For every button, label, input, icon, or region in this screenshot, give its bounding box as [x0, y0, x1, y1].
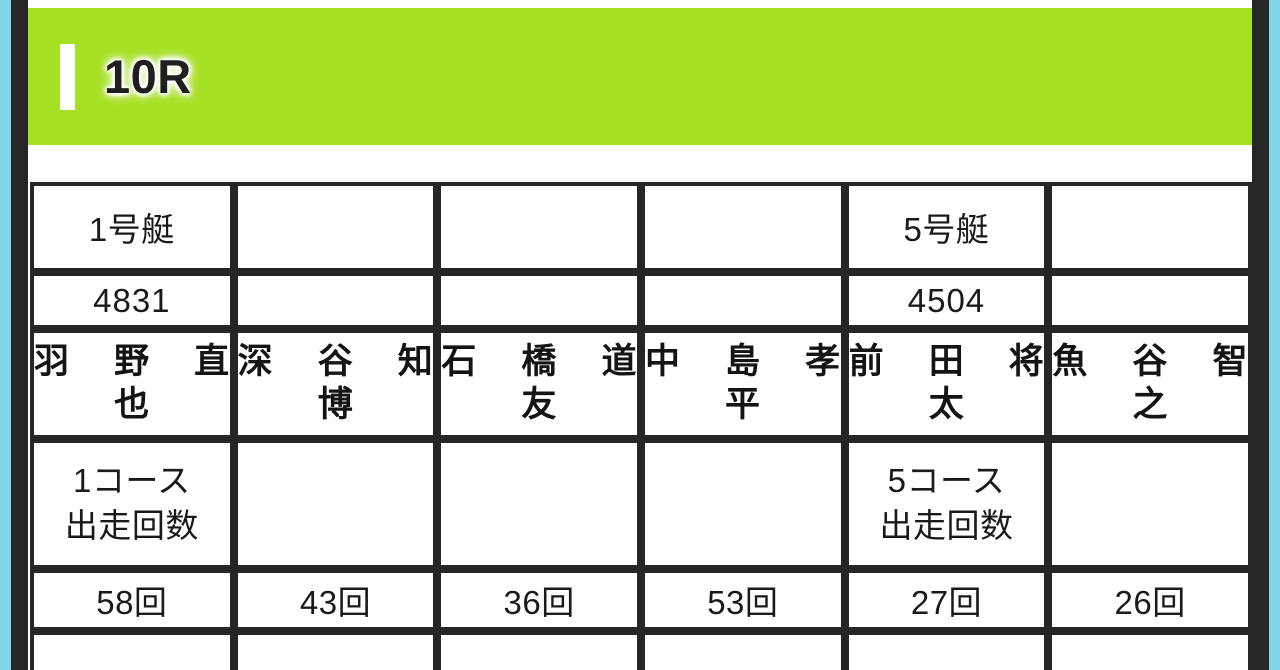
boat-label-6: 6号艇 — [1107, 211, 1194, 248]
reg-no-4: 4013 — [704, 281, 782, 319]
racer-given-cont-4: 平 — [725, 385, 761, 424]
reg-no-cell-1[interactable]: 4831 — [30, 272, 234, 329]
racer-given-6: 智 — [1212, 342, 1248, 382]
reg-no-3: 4096 — [500, 281, 578, 319]
racer-given-3: 道 — [601, 342, 637, 382]
boat-label-4: 4号艇 — [699, 211, 786, 248]
course-label-cell-3[interactable]: 3コース 出走回数 — [437, 439, 641, 569]
next-row-cell-5[interactable] — [844, 631, 1049, 670]
boat-label-1: 1号艇 — [88, 211, 175, 248]
race-number-title: 10R — [104, 50, 192, 103]
racer-name-cell-6[interactable]: 魚谷智 之 — [1048, 329, 1252, 439]
course-label-cell-1[interactable]: 1コース 出走回数 — [30, 439, 234, 569]
table-row-course-count: 58回 43回 36回 53回 27回 26回 — [30, 569, 1252, 631]
page-viewport: 10R 1号艇 2号艇 3号艇 — [28, 0, 1252, 670]
boat-label-3: 3号艇 — [496, 211, 583, 248]
next-row-cell-1[interactable] — [30, 631, 234, 670]
table-row-registration-number: 4831 4524 4096 4013 4504 3780 — [30, 272, 1252, 329]
boat-header-cell-1[interactable]: 1号艇 — [30, 182, 234, 272]
course-line-5b: 出走回数 — [879, 507, 1014, 544]
course-line-1b: 出走回数 — [64, 507, 199, 544]
reg-no-5: 4504 — [907, 281, 986, 319]
vertical-bar-icon — [60, 43, 75, 110]
course-count-cell-6[interactable]: 26回 — [1048, 569, 1252, 631]
course-count-4: 53回 — [707, 584, 779, 621]
table-row-boat-number: 1号艇 2号艇 3号艇 4号艇 — [30, 182, 1252, 272]
course-line-6b: 出走回数 — [1083, 507, 1218, 544]
boat-header-cell-5[interactable]: 5号艇 — [844, 182, 1049, 272]
boat-header-cell-4[interactable]: 4号艇 — [640, 182, 845, 272]
reg-no-6: 3780 — [1111, 281, 1189, 319]
course-line-3b: 出走回数 — [472, 507, 607, 544]
course-line-5a: 5コース — [887, 462, 1006, 500]
course-label-cell-4[interactable]: 4コース 出走回数 — [640, 439, 845, 569]
table-row-racer-name: 羽野直 也 深谷知 博 石橋道 友 — [30, 329, 1252, 439]
course-count-cell-4[interactable]: 53回 — [640, 569, 845, 631]
racer-given-4: 孝 — [805, 342, 841, 382]
course-count-cell-2[interactable]: 43回 — [233, 569, 438, 631]
racer-given-cont-1: 也 — [114, 385, 150, 424]
racer-name-cell-5[interactable]: 前田将 太 — [844, 329, 1049, 439]
course-count-1: 58回 — [96, 584, 168, 621]
course-count-5: 27回 — [910, 584, 983, 621]
racer-comparison-table: 1号艇 2号艇 3号艇 4号艇 — [30, 182, 1252, 670]
reg-no-cell-2[interactable]: 4524 — [233, 272, 438, 329]
table-row-course-label: 1コース 出走回数 2コース 出走回数 3コース 出走回数 — [30, 439, 1252, 569]
racer-surname-3: 石橋 — [441, 342, 602, 382]
racer-surname-2: 深谷 — [237, 342, 398, 382]
racer-given-2: 知 — [397, 342, 434, 382]
boat-header-cell-2[interactable]: 2号艇 — [233, 182, 438, 272]
racer-name-cell-3[interactable]: 石橋道 友 — [437, 329, 641, 439]
next-row-cell-6[interactable] — [1048, 631, 1252, 670]
table-row-next-partial — [30, 631, 1252, 670]
course-label-cell-2[interactable]: 2コース 出走回数 — [233, 439, 438, 569]
racer-given-cont-2: 博 — [317, 385, 354, 424]
reg-no-1: 4831 — [93, 281, 171, 319]
boat-label-5: 5号艇 — [903, 211, 990, 248]
course-line-2a: 2コース — [276, 462, 395, 500]
course-line-4a: 4コース — [683, 462, 802, 500]
racer-name-cell-1[interactable]: 羽野直 也 — [30, 329, 234, 439]
reg-no-cell-6[interactable]: 3780 — [1048, 272, 1252, 329]
racer-given-cont-5: 太 — [928, 385, 965, 424]
racer-given-cont-6: 之 — [1132, 385, 1168, 424]
course-count-cell-5[interactable]: 27回 — [844, 569, 1049, 631]
course-line-3a: 3コース — [480, 462, 598, 500]
boat-header-cell-3[interactable]: 3号艇 — [437, 182, 641, 272]
course-line-1a: 1コース — [72, 462, 191, 500]
course-count-cell-3[interactable]: 36回 — [437, 569, 641, 631]
course-count-cell-1[interactable]: 58回 — [30, 569, 234, 631]
reg-no-cell-5[interactable]: 4504 — [844, 272, 1049, 329]
racer-name-cell-4[interactable]: 中島孝 平 — [640, 329, 845, 439]
course-count-3: 36回 — [503, 584, 575, 621]
racer-surname-6: 魚谷 — [1052, 342, 1213, 382]
racer-surname-5: 前田 — [848, 342, 1009, 382]
racer-given-1: 直 — [194, 342, 230, 382]
boat-label-2: 2号艇 — [292, 211, 379, 248]
reg-no-cell-4[interactable]: 4013 — [640, 272, 845, 329]
reg-no-2: 4524 — [296, 281, 375, 319]
course-count-2: 43回 — [299, 584, 372, 621]
next-row-cell-4[interactable] — [640, 631, 845, 670]
racer-given-cont-3: 友 — [521, 385, 557, 424]
course-line-6a: 6コース — [1091, 462, 1209, 500]
racer-surname-4: 中島 — [644, 342, 806, 382]
course-label-cell-5[interactable]: 5コース 出走回数 — [844, 439, 1049, 569]
course-line-4b: 出走回数 — [675, 507, 810, 544]
racer-name-cell-2[interactable]: 深谷知 博 — [233, 329, 438, 439]
boat-header-cell-6[interactable]: 6号艇 — [1048, 182, 1252, 272]
course-count-6: 26回 — [1114, 584, 1186, 621]
next-row-cell-3[interactable] — [437, 631, 641, 670]
course-label-cell-6[interactable]: 6コース 出走回数 — [1048, 439, 1252, 569]
racer-surname-1: 羽野 — [34, 342, 195, 382]
course-line-2b: 出走回数 — [268, 507, 403, 544]
reg-no-cell-3[interactable]: 4096 — [437, 272, 641, 329]
racer-given-5: 将 — [1008, 342, 1045, 382]
next-row-cell-2[interactable] — [233, 631, 438, 670]
race-header-banner: 10R — [28, 8, 1252, 145]
